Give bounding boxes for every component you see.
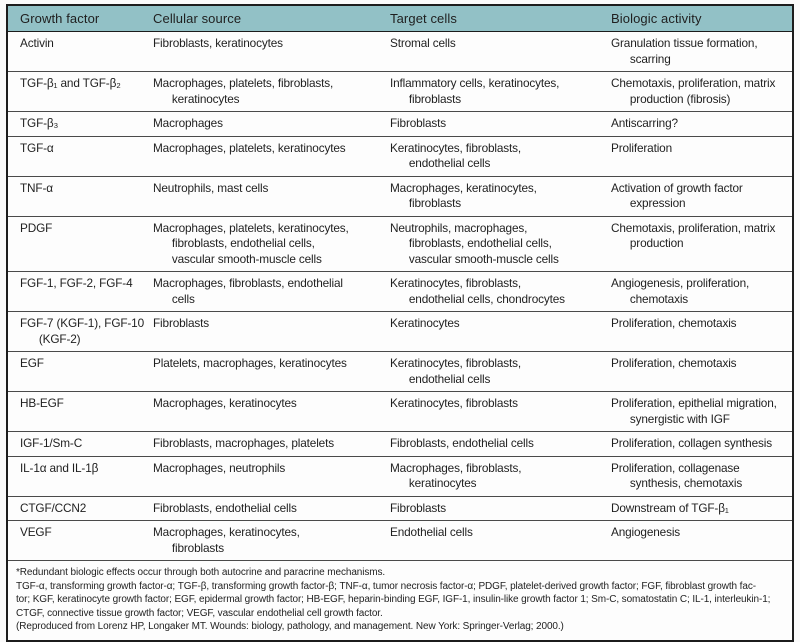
- table-cell-biologic-activity: Downstream of TGF-β₁: [611, 500, 729, 515]
- footnote-line: tor; KGF, keratinocyte growth factor; EG…: [16, 594, 771, 606]
- table-row: EGF Platelets, macrophages, keratinocytes…: [8, 352, 792, 392]
- table-cell-growth-factor: EGF: [20, 356, 44, 370]
- table-cell-growth-factor: TGF-α: [20, 140, 54, 155]
- table-cell-biologic-activity: Chemotaxis, proliferation, matrix produc…: [611, 76, 776, 106]
- table-cell-cellular-source: Macrophages, fibroblasts, endothelial ce…: [153, 276, 343, 306]
- table-cell-biologic-activity: Chemotaxis, proliferation, matrix produc…: [611, 220, 776, 251]
- growth-factors-table: Growth factor Cellular source Target cel…: [6, 4, 794, 642]
- footnote-line: (Reproduced from Lorenz HP, Longaker MT.…: [16, 621, 564, 633]
- table-cell-cellular-source: Fibroblasts, keratinocytes: [153, 36, 283, 50]
- table-cell-target-cells: Inflammatory cells, keratinocytes, fibro…: [390, 76, 560, 106]
- table-cell-cellular-source: Platelets, macrophages, keratinocytes: [153, 356, 347, 370]
- table-cell-growth-factor: IGF-1/Sm-C: [20, 436, 83, 450]
- table-row: TGF-α Macrophages, platelets, keratinocyt…: [8, 137, 792, 177]
- table-cell-growth-factor: FGF-1, FGF-2, FGF-4: [20, 276, 133, 290]
- table-cell-target-cells: Fibroblasts, endothelial cells: [390, 436, 534, 450]
- table-cell-cellular-source: Fibroblasts, macrophages, platelets: [153, 436, 334, 450]
- table-row: Activin Fibroblasts, keratinocytes Stromal…: [8, 32, 792, 72]
- table-cell-growth-factor: CTGF/CCN2: [20, 500, 87, 515]
- table-cell-growth-factor: FGF-7 (KGF-1), FGF-10 (KGF-2): [20, 316, 144, 346]
- table-cell-cellular-source: Macrophages, platelets, fibroblasts, ker…: [153, 76, 334, 106]
- table-cell-target-cells: Keratinocytes, fibroblasts, endothelial …: [390, 140, 522, 171]
- table-row: HB-EGF Macrophages, keratinocytes Keratino…: [8, 392, 792, 432]
- footnote-line: CTGF, connective tissue growth factor; V…: [16, 607, 383, 619]
- table-cell-cellular-source: Macrophages, keratinocytes: [153, 396, 297, 410]
- header-target-cells: Target cells: [390, 11, 457, 26]
- table-row: FGF-1, FGF-2, FGF-4 Macrophages, fibrobla…: [8, 272, 792, 312]
- table-cell-growth-factor: IL-1α and IL-1β: [20, 460, 99, 475]
- table-row: CTGF/CCN2 Fibroblasts, endothelial cells F…: [8, 497, 792, 521]
- table-cell-biologic-activity: Proliferation, collagenase synthesis, ch…: [611, 460, 743, 491]
- table-cell-biologic-activity: Proliferation, chemotaxis: [611, 356, 737, 370]
- table-cell-biologic-activity: Antiscarring?: [611, 116, 678, 130]
- table-cell-biologic-activity: Proliferation, collagen synthesis: [611, 436, 772, 450]
- header-cellular-source: Cellular source: [153, 11, 242, 26]
- table-cell-growth-factor: Activin: [20, 36, 54, 50]
- table-cell-biologic-activity: Angiogenesis: [611, 525, 681, 539]
- table-cell-biologic-activity: Angiogenesis, proliferation, chemotaxis: [611, 276, 750, 306]
- table-cell-target-cells: Neutrophils, macrophages, fibroblasts, e…: [390, 220, 559, 266]
- table-cell-cellular-source: Macrophages, keratinocytes, fibroblasts: [153, 525, 300, 555]
- table-row: TNF-α Neutrophils, mast cells Macrophages,…: [8, 177, 792, 217]
- table-body: Activin Fibroblasts, keratinocytes Stromal…: [8, 32, 792, 560]
- table-cell-cellular-source: Neutrophils, mast cells: [153, 180, 269, 195]
- table-row: VEGF Macrophages, keratinocytes, fibrobla…: [8, 521, 792, 560]
- table-cell-target-cells: Keratinocytes, fibroblasts, endothelial …: [390, 276, 565, 306]
- table-row: PDGF Macrophages, platelets, keratinocyte…: [8, 217, 792, 272]
- table-cell-biologic-activity: Proliferation: [611, 140, 672, 155]
- table-cell-cellular-source: Fibroblasts: [153, 316, 210, 330]
- table-row: IL-1α and IL-1β Macrophages, neutrophils M…: [8, 457, 792, 497]
- table-row: TGF-β₃ Macrophages Fibroblasts Antiscarring…: [8, 112, 792, 137]
- table-cell-biologic-activity: Activation of growth factor expression: [611, 180, 743, 211]
- table-cell-biologic-activity: Granulation tissue formation, scarring: [611, 36, 758, 66]
- table-cell-growth-factor: VEGF: [20, 525, 52, 539]
- header-biologic-activity: Biologic activity: [611, 11, 702, 26]
- table-row: TGF-β₁ and TGF-β₂ Macrophages, platelets,…: [8, 72, 792, 112]
- table-cell-growth-factor: TGF-β₁ and TGF-β₂: [20, 76, 121, 90]
- table-cell-target-cells: Fibroblasts: [390, 500, 447, 515]
- table-cell-cellular-source: Fibroblasts, endothelial cells: [153, 500, 297, 515]
- table-cell-target-cells: Keratinocytes: [390, 316, 460, 330]
- header-growth-factor: Growth factor: [20, 11, 100, 26]
- table-row: FGF-7 (KGF-1), FGF-10 (KGF-2) Fibroblasts…: [8, 312, 792, 352]
- table-cell-target-cells: Keratinocytes, fibroblasts: [390, 396, 518, 410]
- footnote-line: TGF-α, transforming growth factor-α; TGF…: [16, 580, 756, 592]
- table-cell-target-cells: Keratinocytes, fibroblasts, endothelial …: [390, 356, 522, 386]
- table-cell-growth-factor: TGF-β₃: [20, 116, 59, 130]
- table-cell-target-cells: Fibroblasts: [390, 116, 447, 130]
- footnote-line: *Redundant biologic effects occur throug…: [16, 567, 386, 578]
- table-cell-growth-factor: TNF-α: [20, 180, 53, 195]
- table-cell-biologic-activity: Proliferation, epithelial migration, syn…: [611, 396, 777, 426]
- table-row: IGF-1/Sm-C Fibroblasts, macrophages, plat…: [8, 432, 792, 457]
- table-cell-growth-factor: PDGF: [20, 220, 53, 235]
- table-cell-biologic-activity: Proliferation, chemotaxis: [611, 316, 737, 330]
- table-header-row: Growth factor Cellular source Target cel…: [8, 6, 792, 32]
- footnote: *Redundant biologic effects occur throug…: [8, 560, 792, 640]
- table-cell-target-cells: Stromal cells: [390, 36, 456, 50]
- table-cell-cellular-source: Macrophages, neutrophils: [153, 460, 286, 475]
- table-cell-growth-factor: HB-EGF: [20, 396, 64, 410]
- table-cell-cellular-source: Macrophages: [153, 116, 223, 130]
- table-cell-target-cells: Macrophages, fibroblasts, keratinocytes: [390, 460, 522, 491]
- table-cell-cellular-source: Macrophages, platelets, keratinocytes, f…: [153, 220, 349, 266]
- table-cell-target-cells: Endothelial cells: [390, 525, 473, 539]
- table-cell-target-cells: Macrophages, keratinocytes, fibroblasts: [390, 180, 537, 211]
- table-cell-cellular-source: Macrophages, platelets, keratinocytes: [153, 140, 346, 155]
